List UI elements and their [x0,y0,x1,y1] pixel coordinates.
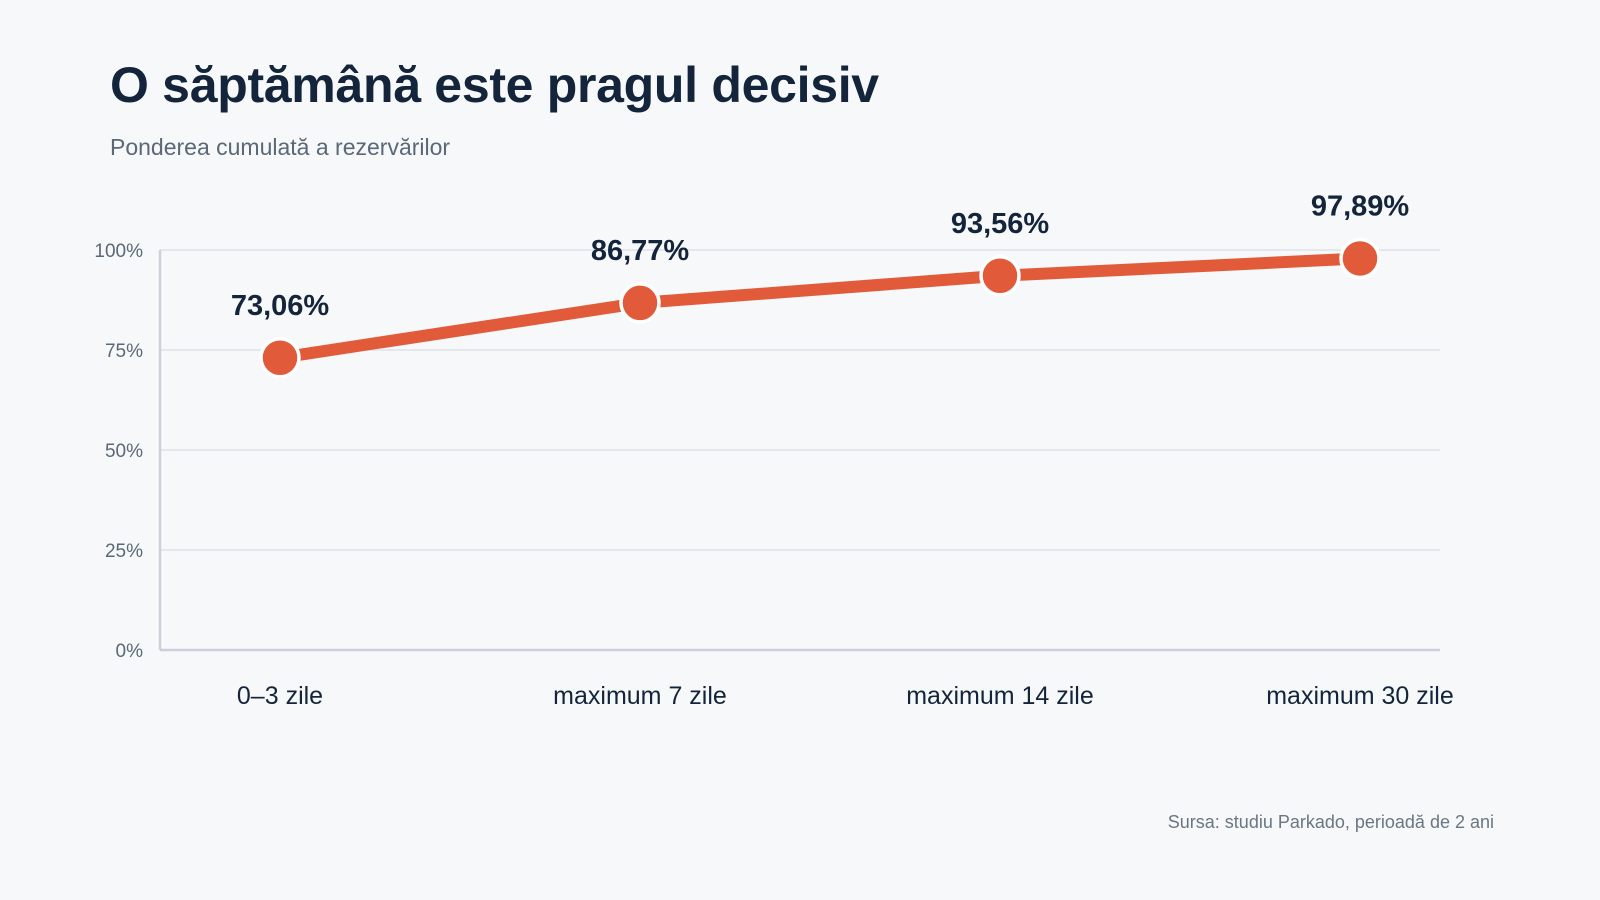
y-tick-label: 50% [105,441,143,462]
data-label: 73,06% [231,290,330,322]
data-label: 93,56% [951,208,1050,240]
series-line [274,252,1366,364]
y-tick-label: 25% [105,541,143,562]
y-axis-ticks: 0% 25% 50% 75% 100% [94,241,143,662]
page-title: O săptămână este pragul decisiv [110,57,879,113]
data-point [979,255,1021,297]
data-point [619,282,661,324]
series-line-path [274,252,1366,364]
data-points [259,237,1381,379]
y-tick-label: 0% [116,641,144,662]
chart-subtitle: Ponderea cumulată a rezervărilor [110,134,451,160]
x-axis-ticks: 0–3 zile maximum 7 zile maximum 14 zile max… [237,682,1454,710]
x-tick-label: maximum 30 zile [1266,682,1454,710]
data-point [1339,237,1381,280]
y-tick-label: 100% [94,241,143,262]
x-tick-label: 0–3 zile [237,682,323,710]
gridlines [160,249,1440,551]
y-tick-label: 75% [105,341,143,362]
source-note: Sursa: studiu Parkado, perioadă de 2 ani [1167,812,1494,832]
x-tick-label: maximum 14 zile [906,682,1094,710]
data-label: 86,77% [591,235,690,267]
data-point [259,337,301,379]
data-labels: 73,06% 86,77% 93,56% 97,89% [231,190,1410,321]
x-tick-label: maximum 7 zile [553,682,727,710]
axes [158,250,1440,652]
data-label: 97,89% [1311,190,1410,222]
